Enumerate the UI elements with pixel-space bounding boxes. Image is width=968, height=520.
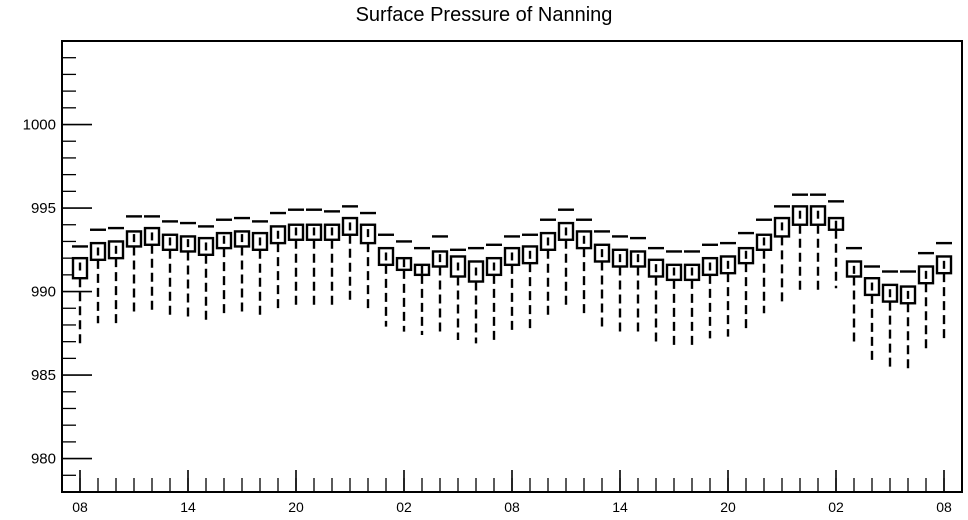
box-item <box>647 246 665 346</box>
chart-title: Surface Pressure of Nanning <box>355 4 613 26</box>
box-item <box>413 246 431 335</box>
box-item <box>449 248 467 340</box>
box-item <box>935 241 953 340</box>
minor-ticks <box>62 57 945 493</box>
box-item <box>539 218 557 315</box>
box-item <box>107 226 125 324</box>
box-item <box>899 270 917 369</box>
box-item <box>863 265 881 362</box>
box-item <box>881 270 899 369</box>
box-item <box>575 218 593 317</box>
y-tick-label: 1000 <box>23 117 56 134</box>
box-item <box>269 211 287 309</box>
box-item <box>161 220 179 319</box>
box-item <box>233 216 251 315</box>
box-item <box>917 251 935 349</box>
box-item <box>377 233 395 327</box>
box-item <box>791 193 809 294</box>
box-item <box>395 240 413 332</box>
box-item <box>737 231 755 329</box>
box-item <box>485 243 503 340</box>
box-item <box>125 215 143 312</box>
box-item <box>557 208 575 309</box>
box-item <box>287 208 305 305</box>
box-item <box>683 250 701 346</box>
box-item <box>323 210 341 305</box>
x-axis: 08 14 20 02 08 14 20 02 08 <box>72 470 952 515</box>
box-item <box>611 235 629 332</box>
x-tick-label: 02 <box>396 499 412 515</box>
box-item <box>197 225 215 322</box>
box-item <box>71 245 89 346</box>
box-item <box>845 246 863 342</box>
box-item <box>827 200 845 289</box>
box-item <box>593 230 611 329</box>
box-series <box>71 193 953 369</box>
box-item <box>179 221 197 320</box>
box-item <box>359 211 377 309</box>
box-item <box>521 233 539 330</box>
x-tick-label: 02 <box>828 499 844 515</box>
y-tick-label: 985 <box>31 367 56 384</box>
box-item <box>503 235 521 334</box>
box-item <box>701 243 719 339</box>
box-item <box>773 205 791 305</box>
box-item <box>719 241 737 337</box>
box-item <box>665 250 683 347</box>
box-item <box>305 208 323 305</box>
y-tick-label: 980 <box>31 451 56 468</box>
box-item <box>143 215 161 310</box>
y-tick-label: 990 <box>31 284 56 301</box>
box-item <box>251 220 269 319</box>
y-axis: 980 985 990 995 1000 <box>23 117 92 468</box>
box-item <box>89 228 107 324</box>
box-item <box>431 235 449 332</box>
box-item <box>341 205 359 302</box>
x-tick-label: 14 <box>612 499 628 515</box>
box-item <box>755 218 773 314</box>
box-item <box>215 218 233 315</box>
x-tick-label: 08 <box>504 499 520 515</box>
x-tick-label: 20 <box>288 499 304 515</box>
x-tick-label: 08 <box>936 499 952 515</box>
y-tick-label: 995 <box>31 200 56 217</box>
x-tick-label: 14 <box>180 499 196 515</box>
x-tick-label: 08 <box>72 499 88 515</box>
box-item <box>467 246 485 344</box>
x-tick-label: 20 <box>720 499 736 515</box>
box-item <box>629 236 647 334</box>
box-item <box>809 193 827 294</box>
